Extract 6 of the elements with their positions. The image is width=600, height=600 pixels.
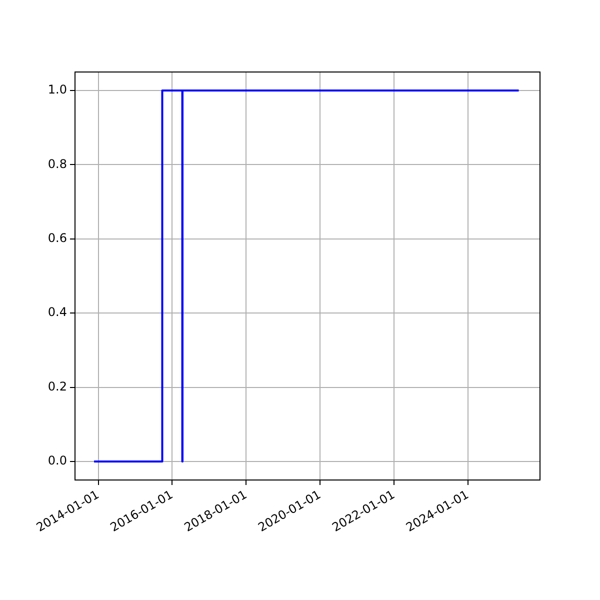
y-tick-label: 0.4 (48, 305, 67, 320)
y-tick-label: 0.8 (48, 156, 67, 171)
y-tick-label: 0.0 (48, 454, 67, 468)
y-tick-label: 0.6 (48, 231, 67, 246)
y-tick-label: 1.0 (48, 82, 67, 97)
y-tick-label: 0.2 (48, 379, 67, 394)
